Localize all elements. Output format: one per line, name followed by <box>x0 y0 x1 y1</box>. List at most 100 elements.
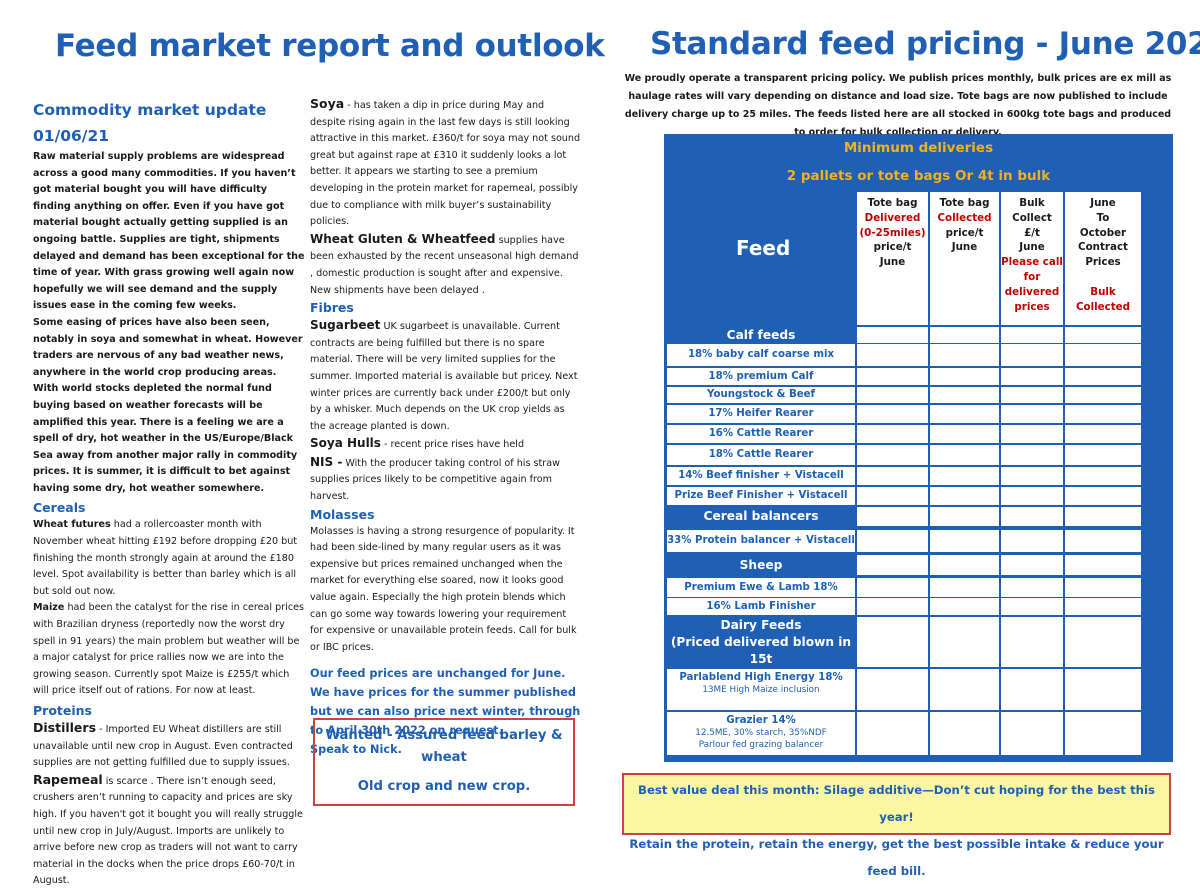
col2-line2: Collected <box>937 211 992 224</box>
row-heifer-rearer-price-cell-3[interactable] <box>1001 405 1063 423</box>
row-baby-calf-price-cell-3[interactable] <box>1001 344 1063 366</box>
row-premium-calf-price-cell-2[interactable] <box>930 368 999 385</box>
best-value-line-2: Retain the protein, retain the energy, g… <box>629 837 1164 878</box>
row-beef-finisher-price-cell-4[interactable] <box>1065 467 1141 485</box>
row-18-cattle-rearer-label: 18% Cattle Rearer <box>667 445 855 465</box>
row-16-cattle-rearer-label: 16% Cattle Rearer <box>667 425 855 443</box>
row-premium-calf-label: 18% premium Calf <box>667 368 855 385</box>
row-premium-calf-title: 18% premium Calf <box>708 371 814 382</box>
row-premium-calf-price-cell-3[interactable] <box>1001 368 1063 385</box>
pricing-policy: We proudly operate a transparent pricing… <box>624 73 1172 138</box>
row-youngstock-beef-price-cell-1[interactable] <box>857 387 928 403</box>
row-lamb-finisher-price-cell-1[interactable] <box>857 598 928 615</box>
gluten-text: supplies have been exhausted by the rece… <box>310 234 579 296</box>
row-18-cattle-rearer-price-cell-1[interactable] <box>857 445 928 465</box>
col2-line3: price/t <box>945 226 984 239</box>
category-cell-3-3 <box>1001 617 1063 667</box>
col1-line1: Tote bag <box>867 197 918 209</box>
row-premium-calf-price-cell-4[interactable] <box>1065 368 1141 385</box>
wanted-line-1: Wanted - Assured feed barley & wheat <box>325 728 563 765</box>
row-youngstock-beef-price-cell-4[interactable] <box>1065 387 1141 403</box>
row-protein-balancer-label: 33% Protein balancer + Vistacell <box>667 530 855 552</box>
row-protein-balancer-price-cell-3[interactable] <box>1001 530 1063 552</box>
category-cell-3-4 <box>1065 617 1141 667</box>
row-grazier-price-cell-2[interactable] <box>930 712 999 755</box>
col3-line1: Bulk <box>1019 197 1045 209</box>
col-bulk-collect: Bulk Collect £/t June Please call for de… <box>1001 192 1063 325</box>
row-protein-balancer-title: 33% Protein balancer + Vistacell <box>667 535 855 546</box>
row-prize-beef-finisher-price-cell-2[interactable] <box>930 487 999 505</box>
row-ewe-lamb-price-cell-4[interactable] <box>1065 578 1141 597</box>
row-18-cattle-rearer-price-cell-4[interactable] <box>1065 445 1141 465</box>
soya-paragraph: Soya - has taken a dip in price during M… <box>310 96 582 231</box>
row-16-cattle-rearer-price-cell-1[interactable] <box>857 425 928 443</box>
row-beef-finisher-price-cell-1[interactable] <box>857 467 928 485</box>
row-grazier-price-cell-3[interactable] <box>1001 712 1063 755</box>
row-youngstock-beef-price-cell-3[interactable] <box>1001 387 1063 403</box>
row-lamb-finisher-price-cell-2[interactable] <box>930 598 999 615</box>
row-16-cattle-rearer-price-cell-3[interactable] <box>1001 425 1063 443</box>
row-18-cattle-rearer-price-cell-3[interactable] <box>1001 445 1063 465</box>
category-cell-2-2 <box>930 555 999 575</box>
row-parlablend-price-cell-1[interactable] <box>857 669 928 710</box>
row-18-cattle-rearer-title: 18% Cattle Rearer <box>708 449 814 460</box>
col3-line2: Collect <box>1012 211 1052 224</box>
wheat-text: had a rollercoaster month with November … <box>33 519 298 597</box>
row-16-cattle-rearer-price-cell-4[interactable] <box>1065 425 1141 443</box>
nis-lead: NIS - <box>310 454 343 469</box>
col-tote-collected: Tote bag Collected price/t June <box>930 192 999 325</box>
row-grazier-price-cell-1[interactable] <box>857 712 928 755</box>
row-baby-calf-price-cell-1[interactable] <box>857 344 928 366</box>
col1-line2: Delivered <box>864 211 921 224</box>
row-beef-finisher-price-cell-3[interactable] <box>1001 467 1063 485</box>
row-parlablend-price-cell-3[interactable] <box>1001 669 1063 710</box>
category-cell-0-3 <box>1001 327 1063 343</box>
row-lamb-finisher-price-cell-4[interactable] <box>1065 598 1141 615</box>
row-prize-beef-finisher-price-cell-3[interactable] <box>1001 487 1063 505</box>
soya-text: - has taken a dip in price during May an… <box>310 100 581 228</box>
row-baby-calf-price-cell-4[interactable] <box>1065 344 1141 366</box>
row-18-cattle-rearer-price-cell-2[interactable] <box>930 445 999 465</box>
maize-paragraph: Maize had been the catalyst for the rise… <box>33 600 305 700</box>
soyahulls-lead: Soya Hulls <box>310 436 381 451</box>
sugarbeet-text: UK sugarbeet is unavailable. Current con… <box>310 321 578 432</box>
row-premium-calf-price-cell-1[interactable] <box>857 368 928 385</box>
row-heifer-rearer-title: 17% Heifer Rearer <box>708 408 814 419</box>
col4-line1: June <box>1090 197 1116 209</box>
category-cell-2-3 <box>1001 555 1063 575</box>
row-parlablend-sub-1: 13ME High Maize inclusion <box>702 685 820 695</box>
row-heifer-rearer-price-cell-2[interactable] <box>930 405 999 423</box>
wanted-box: Wanted - Assured feed barley & wheat Old… <box>313 718 575 806</box>
row-grazier-price-cell-4[interactable] <box>1065 712 1141 755</box>
row-protein-balancer-price-cell-4[interactable] <box>1065 530 1141 552</box>
row-parlablend-price-cell-2[interactable] <box>930 669 999 710</box>
row-protein-balancer-price-cell-2[interactable] <box>930 530 999 552</box>
report-date: 01/06/21 <box>33 127 110 145</box>
row-youngstock-beef-price-cell-2[interactable] <box>930 387 999 403</box>
row-heifer-rearer-price-cell-1[interactable] <box>857 405 928 423</box>
category-dairy: Dairy Feeds (Priced delivered blown in 15… <box>667 617 855 683</box>
row-parlablend-price-cell-4[interactable] <box>1065 669 1141 710</box>
row-prize-beef-finisher-price-cell-4[interactable] <box>1065 487 1141 505</box>
row-16-cattle-rearer-price-cell-2[interactable] <box>930 425 999 443</box>
row-baby-calf-price-cell-2[interactable] <box>930 344 999 366</box>
row-ewe-lamb-price-cell-3[interactable] <box>1001 578 1063 597</box>
row-beef-finisher-label: 14% Beef finisher + Vistacell yeast <box>667 467 855 499</box>
dairy-line-2: (Priced delivered blown in 15t <box>670 635 852 666</box>
row-lamb-finisher-price-cell-3[interactable] <box>1001 598 1063 615</box>
row-protein-balancer-price-cell-1[interactable] <box>857 530 928 552</box>
row-ewe-lamb-price-cell-1[interactable] <box>857 578 928 597</box>
col1-line4: price/t <box>873 241 912 254</box>
row-heifer-rearer-price-cell-4[interactable] <box>1065 405 1141 423</box>
molasses-paragraph: Molasses is having a strong resurgence o… <box>310 525 577 653</box>
category-cell-3-1 <box>857 617 928 667</box>
row-prize-beef-finisher-price-cell-1[interactable] <box>857 487 928 505</box>
fibres-heading: Fibres <box>310 300 354 316</box>
row-grazier-sub-1: 12.5ME, 30% starch, 35%NDF <box>695 728 827 738</box>
sugarbeet-lead: Sugarbeet <box>310 318 381 333</box>
col4-line8: Collected <box>1075 300 1131 313</box>
row-beef-finisher-price-cell-2[interactable] <box>930 467 999 485</box>
col3-line6: for <box>1023 270 1041 283</box>
row-heifer-rearer-label: 17% Heifer Rearer <box>667 405 855 423</box>
row-ewe-lamb-price-cell-2[interactable] <box>930 578 999 597</box>
